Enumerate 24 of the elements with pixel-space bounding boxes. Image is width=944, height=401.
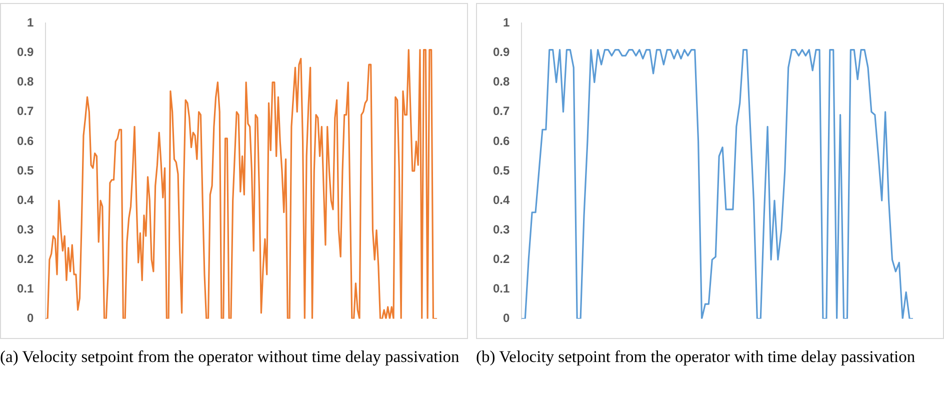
y-tick-label: 0.8 xyxy=(492,74,510,89)
y-tick-label: 0.2 xyxy=(16,252,34,266)
y-tick-label: 0.7 xyxy=(492,104,510,118)
y-tick-label: 0.8 xyxy=(16,74,34,89)
y-tick-label: 0.6 xyxy=(492,134,510,148)
y-tick-label: 0.1 xyxy=(492,282,510,296)
y-tick-label: 0.9 xyxy=(16,45,34,60)
text: (a) Velocity setpoint from the operator without time delay passivation xyxy=(0,346,460,367)
y-tick-label: 0.5 xyxy=(16,163,34,178)
y-tick-label: 0.4 xyxy=(492,192,510,207)
y-tick-label: 0.2 xyxy=(492,252,510,266)
y-tick-label: 1 xyxy=(26,16,34,30)
y-tick-label: 0.3 xyxy=(492,222,510,236)
y-tick-label: 0.6 xyxy=(16,134,34,148)
y-tick-label: 0.5 xyxy=(492,163,510,178)
y-tick-label: 0.9 xyxy=(492,45,510,60)
y-tick-label: 0.7 xyxy=(16,104,34,118)
y-tick-label: 0.3 xyxy=(16,222,34,236)
text: (b) Velocity setpoint from the operator with time delay passivation xyxy=(476,346,916,367)
y-tick-label: 0.1 xyxy=(16,282,34,296)
y-tick-label: 0 xyxy=(26,311,34,326)
y-tick-label: 1 xyxy=(502,16,510,30)
y-tick-label: 0 xyxy=(502,311,510,326)
y-tick-label: 0.4 xyxy=(16,192,34,207)
